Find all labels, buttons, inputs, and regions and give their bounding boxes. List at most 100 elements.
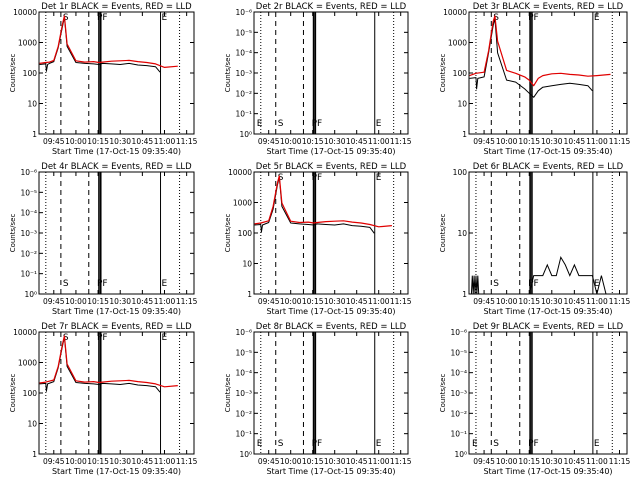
marker-label-s: S	[493, 439, 499, 449]
x-tick-label: 10:30	[324, 457, 346, 466]
y-tick-label: 10	[27, 420, 37, 429]
x-tick-label: 10:45	[346, 297, 368, 306]
marker-label-e: E	[257, 119, 263, 129]
marker-label-e: E	[257, 439, 263, 449]
y-tick-label: 10⁻⁶	[450, 328, 467, 337]
y-tick-label: 10⁻¹	[235, 430, 252, 439]
y-tick-label: 10⁻²	[450, 409, 467, 418]
detector-panel-2: Det 2r BLACK = Events, RED = LLD 10⁰ 10⁻¹ 1…	[224, 2, 412, 156]
x-tick-label: 09:45	[473, 457, 495, 466]
detector-panel-4: Det 4r BLACK = Events, RED = LLD 10⁰ 10⁻¹ 1…	[9, 162, 198, 316]
x-tick-label: 11:00	[586, 297, 608, 306]
x-tick-label: 10:15	[302, 137, 324, 146]
y-tick-label: 10⁻⁴	[235, 369, 252, 378]
y-tick-label: 10⁻⁶	[235, 328, 252, 337]
y-axis-label: Counts/sec	[224, 54, 232, 93]
panel-title: Det 4r BLACK = Events, RED = LLD	[41, 162, 192, 172]
x-tick-label: 10:45	[564, 297, 586, 306]
x-tick-label: 11:00	[154, 457, 176, 466]
panel-title: Det 2r BLACK = Events, RED = LLD	[256, 2, 407, 12]
x-tick-label: 09:45	[258, 297, 280, 306]
x-tick-label: 11:00	[586, 457, 608, 466]
y-tick-label: 10⁻¹	[235, 110, 252, 119]
y-tick-label: 10⁻³	[235, 389, 252, 398]
x-tick-label: 10:00	[496, 457, 518, 466]
y-tick-label: 1000	[233, 199, 252, 208]
marker-label-s: S	[493, 13, 499, 23]
y-tick-label: 10000	[13, 8, 37, 17]
x-tick-label: 10:30	[541, 297, 563, 306]
x-axis-label: Start Time (17-Oct-15 09:35:40)	[52, 467, 181, 476]
detector-panel-5: Det 5r BLACK = Events, RED = LLD 1 10 100 10…	[224, 162, 412, 316]
panel-title: Det 5r BLACK = Events, RED = LLD	[256, 162, 407, 172]
y-tick-label: 10⁻¹	[450, 430, 467, 439]
y-tick-label: 1000	[448, 39, 467, 48]
marker-label-pf: PF	[528, 439, 539, 449]
marker-label-s: S	[278, 119, 284, 129]
detector-panel-7: Det 7r BLACK = Events, RED = LLD 1 10 100 10…	[9, 322, 198, 476]
x-tick-label: 11:15	[176, 297, 198, 306]
detector-panel-6: Det 6r BLACK = Events, RED = LLD 1 10 100 09…	[439, 162, 631, 316]
x-tick-label: 09:45	[43, 137, 65, 146]
y-tick-label: 10000	[443, 8, 467, 17]
x-tick-label: 10:30	[541, 137, 563, 146]
x-tick-label: 11:15	[390, 457, 412, 466]
x-tick-label: 11:00	[368, 457, 390, 466]
marker-label-e: E	[472, 439, 478, 449]
marker-label-pf: PF	[97, 13, 108, 23]
y-tick-label: 10000	[228, 168, 252, 177]
x-tick-label: 10:45	[132, 457, 154, 466]
x-axis-label: Start Time (17-Oct-15 09:35:40)	[52, 307, 181, 316]
y-axis-label: Counts/sec	[439, 374, 447, 413]
y-tick-label: 10⁻⁶	[20, 168, 37, 177]
x-tick-label: 11:00	[154, 297, 176, 306]
marker-label-e: E	[162, 279, 168, 289]
x-tick-label: 10:00	[496, 137, 518, 146]
y-tick-label: 10⁰	[24, 290, 37, 299]
y-tick-label: 10⁻²	[235, 89, 252, 98]
axes-frame	[253, 171, 409, 295]
marker-label-s: S	[63, 333, 69, 343]
panel-title: Det 7r BLACK = Events, RED = LLD	[41, 322, 192, 332]
y-tick-label: 10⁻⁵	[235, 28, 252, 37]
marker-label-s: S	[493, 279, 499, 289]
y-axis-label: Counts/sec	[224, 374, 232, 413]
marker-label-pf: PF	[528, 13, 539, 23]
x-tick-label: 10:15	[518, 457, 540, 466]
x-tick-label: 10:00	[280, 297, 302, 306]
x-tick-label: 11:00	[154, 137, 176, 146]
y-tick-label: 1	[32, 450, 37, 459]
x-tick-label: 10:45	[132, 137, 154, 146]
marker-label-e: E	[162, 333, 168, 343]
x-tick-label: 10:45	[132, 297, 154, 306]
detector-panel-9: Det 9r BLACK = Events, RED = LLD 10⁰ 10⁻¹ 1…	[439, 322, 631, 476]
x-tick-label: 11:15	[390, 137, 412, 146]
marker-label-pf: PF	[312, 119, 323, 129]
y-tick-label: 10	[242, 260, 252, 269]
series-line-lld	[254, 175, 392, 228]
series-line-events	[39, 336, 161, 393]
x-axis-label: Start Time (17-Oct-15 09:35:40)	[266, 147, 395, 156]
series-line-lld	[469, 15, 611, 87]
x-tick-label: 10:15	[87, 297, 109, 306]
x-tick-label: 11:00	[368, 297, 390, 306]
x-tick-label: 10:30	[541, 457, 563, 466]
marker-label-e: E	[594, 279, 600, 289]
marker-label-e: E	[594, 439, 600, 449]
x-tick-label: 11:15	[609, 137, 631, 146]
marker-label-e: E	[594, 13, 600, 23]
y-tick-label: 100	[23, 69, 38, 78]
panel-title: Det 6r BLACK = Events, RED = LLD	[473, 162, 624, 172]
axes-frame	[38, 11, 195, 135]
x-tick-label: 10:15	[87, 457, 109, 466]
y-tick-label: 10⁻¹	[20, 270, 37, 279]
x-tick-label: 11:00	[586, 137, 608, 146]
x-tick-label: 10:45	[564, 457, 586, 466]
x-axis-label: Start Time (17-Oct-15 09:35:40)	[483, 467, 612, 476]
x-tick-label: 09:45	[473, 137, 495, 146]
y-tick-label: 10	[457, 100, 467, 109]
axes-frame	[253, 11, 409, 135]
y-tick-label: 1	[247, 290, 252, 299]
series-line-lld	[39, 335, 178, 388]
x-axis-label: Start Time (17-Oct-15 09:35:40)	[483, 307, 612, 316]
